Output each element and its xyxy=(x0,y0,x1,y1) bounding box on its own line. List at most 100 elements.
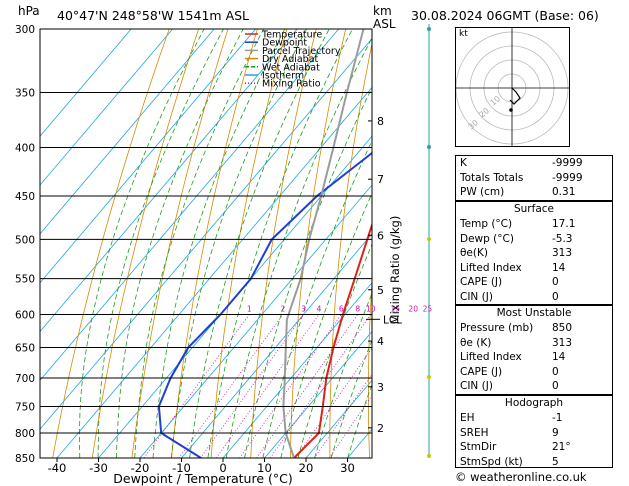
legend-entry: Parcel Trajectory xyxy=(262,46,341,57)
mixing-ratio-label: 25 xyxy=(423,305,433,314)
hodograph-kt-label: kt xyxy=(459,29,468,39)
wet-adiabat-line xyxy=(79,29,205,458)
indices-panel: K -9999 Totals Totals -9999 PW (cm) 0.31 xyxy=(455,155,613,201)
hodo-ring-label: 30 xyxy=(467,118,481,131)
mixing-ratio-line xyxy=(256,314,359,458)
legend-entry: Dewpoint xyxy=(262,38,307,49)
wet-adiabat-line xyxy=(189,29,330,458)
most-unstable-panel: Most Unstable Pressure (mb) 850 θe (K) 313… xyxy=(455,305,613,395)
mixing-ratio-line xyxy=(314,373,372,458)
lcl-label: LCL xyxy=(383,314,402,326)
series-line-temperature xyxy=(293,221,372,458)
dry-adiabat-line xyxy=(250,29,317,458)
surface-row: CAPE (J) 0 xyxy=(460,276,559,289)
hodo-row: SREH 9 xyxy=(460,426,559,439)
km-tick-label: 3 xyxy=(377,381,384,394)
wet-adiabat-line xyxy=(170,29,307,458)
surface-row: θe(K) 313 xyxy=(460,247,573,260)
pressure-tick-label: 450 xyxy=(15,191,35,203)
wet-adiabat-line xyxy=(330,339,372,458)
hodograph-plot: 10 20 30 xyxy=(456,28,569,146)
pressure-tick-label: 600 xyxy=(15,310,35,322)
temperature-tick-label: 10 xyxy=(257,461,272,475)
hodo-row: StmDir 21° xyxy=(460,441,571,454)
pressure-tick-label: 550 xyxy=(15,274,35,286)
mixing-ratio-line xyxy=(269,314,372,458)
mu-row: Pressure (mb) 850 xyxy=(460,322,573,334)
pressure-tick-label: 350 xyxy=(15,87,35,99)
dry-adiabat-line xyxy=(52,29,170,458)
wet-adiabat-line xyxy=(134,29,265,458)
asl-label: ASL xyxy=(373,17,396,31)
surface-title: Surface xyxy=(513,203,554,215)
mu-row: CIN (J) 0 xyxy=(460,380,559,393)
pressure-tick-label: 500 xyxy=(15,234,35,246)
wind-barb-point xyxy=(427,27,431,31)
pressure-tick-label: 700 xyxy=(15,373,35,385)
mixing-ratio-label: 20 xyxy=(408,305,418,314)
copyright-footer[interactable]: © weatheronline.co.uk xyxy=(455,470,587,484)
isotherm-line xyxy=(139,184,372,458)
isotherm-line xyxy=(40,29,339,381)
hodograph-stats-panel: Hodograph EH -1 SREH 9 StmDir 21° StmSpd (k… xyxy=(455,395,613,468)
temperature-tick-label: -40 xyxy=(48,461,67,475)
pressure-tick-label: 400 xyxy=(15,143,35,155)
dry-adiabat-line xyxy=(210,29,288,458)
pressure-tick-label: 300 xyxy=(15,24,35,36)
km-tick-label: 2 xyxy=(377,422,384,435)
hodograph-stats-title: Hodograph xyxy=(504,397,564,409)
legend-entry: Wet Adiabat xyxy=(262,62,320,73)
mu-row: CAPE (J) 0 xyxy=(460,365,559,378)
wet-adiabat-line xyxy=(314,292,372,458)
km-tick-label: 4 xyxy=(377,335,384,348)
isotherm-line xyxy=(181,233,372,458)
hodo-row: StmSpd (kt) 5 xyxy=(460,455,559,468)
km-tick-label: 5 xyxy=(377,284,384,297)
dry-adiabat-line xyxy=(367,275,372,458)
most-unstable-title: Most Unstable xyxy=(496,307,572,319)
wet-adiabat-line xyxy=(297,243,372,458)
pressure-tick-label: 850 xyxy=(15,453,35,465)
mu-row: θe (K) 313 xyxy=(460,336,573,349)
hodo-ring-label: 20 xyxy=(478,106,492,119)
mixing-ratio-label: 15 xyxy=(390,305,400,314)
temperature-tick-label: -20 xyxy=(131,461,150,475)
temperature-tick-label: 0 xyxy=(219,461,226,475)
km-label: km xyxy=(373,4,392,18)
mixing-ratio-label: 6 xyxy=(339,305,344,314)
location-title: 40°47'N 248°58'W 1541m ASL xyxy=(57,8,250,23)
wet-adiabat-line xyxy=(262,139,372,458)
km-tick-label: 6 xyxy=(377,229,384,242)
mixing-ratio-line xyxy=(178,314,284,458)
index-row: PW (cm) 0.31 xyxy=(460,186,576,199)
mixing-ratio-label: 2 xyxy=(280,305,285,314)
series-line-parcel-trajectory xyxy=(282,29,365,458)
hodo-row: EH -1 xyxy=(460,412,563,424)
mixing-ratio-line xyxy=(143,314,250,458)
isotherm-line xyxy=(40,29,173,186)
surface-row: Temp (°C) 17.1 xyxy=(460,218,576,230)
wet-adiabat-line xyxy=(244,86,372,458)
mixing-ratio-label: 3 xyxy=(301,305,306,314)
isotherm-line xyxy=(305,379,372,458)
wet-adiabat-line xyxy=(207,29,353,458)
isotherm-line xyxy=(40,37,372,430)
temperature-tick-label: -10 xyxy=(172,461,191,475)
wet-adiabat-line xyxy=(116,29,244,458)
mixing-ratio-label: 1 xyxy=(247,305,252,314)
surface-row: Lifted Index 14 xyxy=(460,261,566,274)
mixing-ratio-label: 10 xyxy=(366,305,376,314)
x-axis-label: Dewpoint / Temperature (°C) xyxy=(113,471,292,486)
km-tick-label: 7 xyxy=(377,173,384,186)
dry-adiabat-line xyxy=(289,29,347,458)
wet-adiabat-line xyxy=(97,29,224,458)
pressure-tick-label: 750 xyxy=(15,401,35,413)
dry-adiabat-line xyxy=(406,29,434,458)
dry-adiabat-line xyxy=(171,29,258,458)
mixing-ratio-line xyxy=(239,314,342,458)
pressure-tick-label: 650 xyxy=(15,342,35,354)
datetime-title: 30.08.2024 06GMT (Base: 06) xyxy=(411,8,599,23)
mixing-ratio-label: 8 xyxy=(355,305,360,314)
wind-barb-point xyxy=(427,454,431,458)
temperature-tick-label: -30 xyxy=(89,461,108,475)
